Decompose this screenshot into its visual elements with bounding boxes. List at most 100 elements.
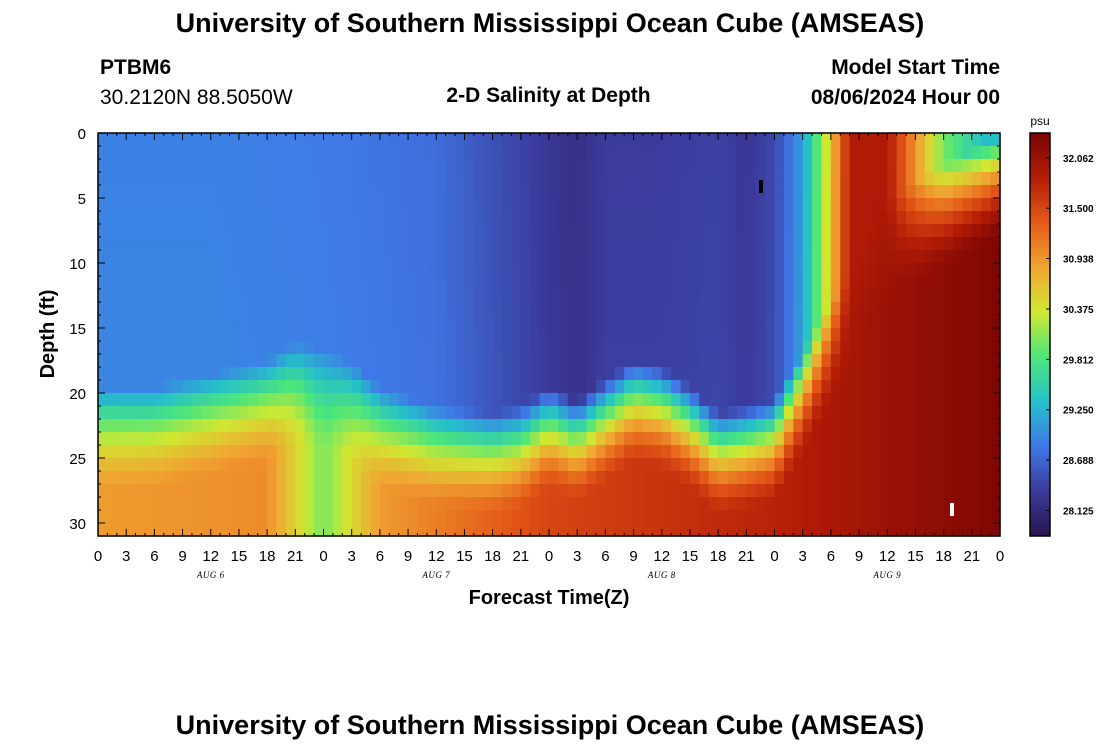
heatmap-cell — [586, 250, 597, 264]
heatmap-cell — [990, 263, 1001, 277]
heatmap-cell — [502, 354, 513, 368]
heatmap-cell — [379, 341, 390, 355]
heatmap-cell — [708, 419, 719, 433]
heatmap-cell — [342, 185, 353, 199]
heatmap-cell — [924, 380, 935, 394]
heatmap-cell — [849, 250, 860, 264]
heatmap-cell — [210, 224, 221, 238]
heatmap-cell — [229, 237, 240, 251]
heatmap-cell — [924, 445, 935, 459]
heatmap-cell — [849, 237, 860, 251]
heatmap-cell — [182, 185, 193, 199]
heatmap-cell — [163, 445, 174, 459]
heatmap-cell — [549, 419, 559, 433]
heatmap-cell — [849, 276, 860, 290]
heatmap-cell — [98, 471, 108, 485]
heatmap-cell — [549, 393, 559, 407]
heatmap-cell — [727, 250, 738, 264]
heatmap-cell — [990, 354, 1001, 368]
heatmap-cell — [361, 276, 372, 290]
heatmap-cell — [934, 458, 945, 472]
heatmap-cell — [953, 419, 964, 433]
heatmap-cell — [473, 445, 484, 459]
heatmap-cell — [276, 497, 287, 511]
heatmap-cell — [520, 211, 531, 225]
heatmap-cell — [539, 211, 550, 225]
heatmap-cell — [220, 328, 231, 342]
heatmap-cell — [746, 354, 757, 368]
heatmap-cell — [802, 419, 813, 433]
heatmap-cell — [624, 250, 635, 264]
heatmap-cell — [295, 289, 306, 303]
heatmap-cell — [887, 354, 898, 368]
heatmap-cell — [774, 432, 785, 446]
heatmap-cell — [436, 198, 447, 212]
heatmap-cell — [530, 276, 541, 290]
heatmap-cell — [332, 263, 343, 277]
heatmap-cell — [520, 185, 531, 199]
heatmap-cell — [642, 406, 653, 420]
heatmap-cell — [201, 250, 212, 264]
heatmap-cell — [267, 393, 278, 407]
heatmap-cell — [332, 172, 343, 186]
heatmap-cell — [680, 367, 691, 381]
heatmap-cell — [116, 276, 127, 290]
heatmap-cell — [793, 224, 804, 238]
heatmap-cell — [379, 393, 390, 407]
heatmap-cell — [238, 302, 249, 316]
heatmap-cell — [981, 133, 992, 147]
colorbar-bar — [1029, 132, 1051, 537]
heatmap-cell — [661, 276, 672, 290]
heatmap-cell — [943, 406, 954, 420]
heatmap-cell — [398, 263, 409, 277]
heatmap-cell — [417, 289, 428, 303]
heatmap-cell — [144, 146, 155, 160]
heatmap-cell — [229, 250, 240, 264]
heatmap-cell — [971, 263, 982, 277]
heatmap-cell — [915, 250, 926, 264]
heatmap-cell — [426, 172, 437, 186]
heatmap-cell — [859, 393, 870, 407]
heatmap-cell — [859, 380, 870, 394]
heatmap-cell — [445, 250, 456, 264]
heatmap-cell — [605, 354, 616, 368]
heatmap-cell — [173, 432, 184, 446]
heatmap-cell — [182, 497, 193, 511]
heatmap-cell — [680, 224, 691, 238]
heatmap-cell — [859, 510, 870, 524]
heatmap-cell — [783, 471, 794, 485]
heatmap-cell — [238, 445, 249, 459]
heatmap-cell — [812, 328, 823, 342]
heatmap-cell — [943, 510, 954, 524]
heatmap-cell — [708, 211, 719, 225]
heatmap-cell — [379, 172, 390, 186]
heatmap-cell — [502, 211, 513, 225]
heatmap-cell — [924, 354, 935, 368]
heatmap-cell — [558, 510, 569, 524]
heatmap-cell — [98, 510, 108, 524]
heatmap-cell — [765, 302, 776, 316]
heatmap-cell — [736, 250, 747, 264]
heatmap-cell — [332, 367, 343, 381]
heatmap-cell — [783, 250, 794, 264]
heatmap-cell — [699, 289, 710, 303]
heatmap-cell — [539, 432, 550, 446]
heatmap-cell — [530, 367, 541, 381]
heatmap-cell — [107, 484, 118, 498]
heatmap-cell — [689, 406, 700, 420]
heatmap-cell — [802, 393, 813, 407]
heatmap-cell — [859, 523, 870, 537]
heatmap-cell — [727, 419, 738, 433]
heatmap-cell — [135, 419, 146, 433]
heatmap-cell — [436, 237, 447, 251]
x-tick-label: 15 — [456, 548, 473, 565]
heatmap-cell — [483, 224, 494, 238]
heatmap-cell — [906, 159, 917, 173]
heatmap-cell — [455, 445, 466, 459]
heatmap-cell — [144, 471, 155, 485]
heatmap-cell — [699, 211, 710, 225]
heatmap-cell — [586, 146, 597, 160]
heatmap-cell — [633, 458, 644, 472]
heatmap-cell — [520, 484, 531, 498]
heatmap-cell — [314, 315, 325, 329]
